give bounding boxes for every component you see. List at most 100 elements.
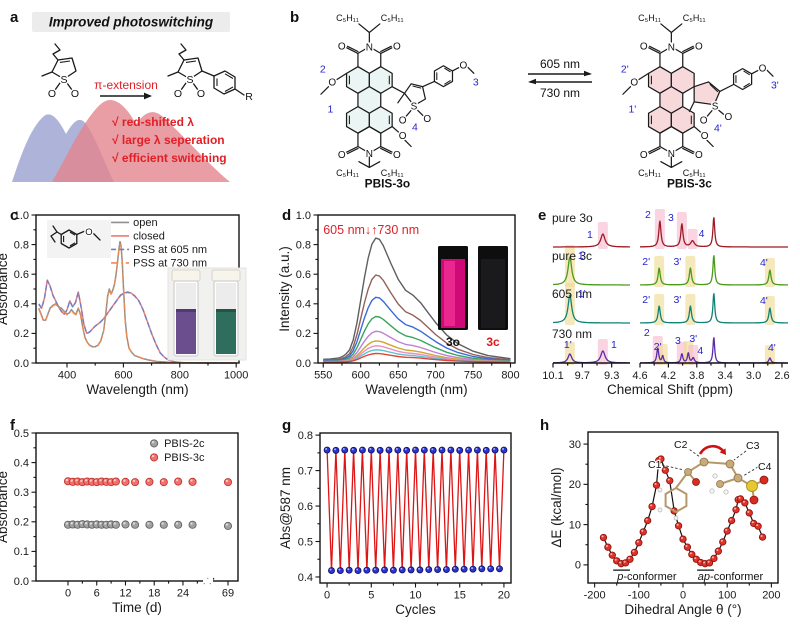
thiophene-ring <box>51 57 77 80</box>
compound-name-open: PBIS-3o <box>365 176 410 190</box>
data-point-marker <box>416 566 424 574</box>
ppm-tick-label: 4.6 <box>632 370 647 382</box>
bond <box>56 231 62 236</box>
position-4p-label: 4' <box>714 123 722 134</box>
data-point-marker <box>635 539 643 547</box>
data-point-marker <box>174 477 183 486</box>
data-point-marker <box>372 566 380 574</box>
x-tick-label: 800 <box>501 370 519 382</box>
data-point-marker <box>332 446 340 454</box>
oxygen-atom: O <box>338 150 346 161</box>
nmr-row-label: pure 3o <box>552 211 593 225</box>
oxygen-atom: O <box>197 88 205 100</box>
oxygen-atom: O <box>630 78 638 89</box>
y-tick-label: 1.0 <box>296 210 311 222</box>
ppm-tick-label: 9.7 <box>575 370 590 382</box>
c4-label: C4 <box>758 461 772 473</box>
double-bond <box>412 85 422 89</box>
position-1p-label: 1' <box>628 104 636 115</box>
data-point-marker <box>723 527 731 535</box>
oxygen-atom: O <box>393 42 401 53</box>
sulfur-atom: S <box>411 101 418 112</box>
imide-ring <box>659 125 684 154</box>
peak-highlight-yellow <box>564 283 575 325</box>
oxygen-atom <box>692 478 700 486</box>
panel-letter-a: a <box>10 9 19 26</box>
ppm-tick-label: 3.8 <box>689 370 704 382</box>
data-point-marker <box>482 446 490 454</box>
vial-liquid-purple <box>176 309 196 354</box>
vial-cap <box>211 269 241 282</box>
position-2-label: 2 <box>320 64 326 75</box>
data-point-marker <box>465 446 473 454</box>
nmr-peak-label: 2' <box>642 294 650 306</box>
data-point-marker <box>679 535 687 543</box>
x-tick-label: 600 <box>114 370 132 382</box>
x-tick-label: 400 <box>58 370 76 382</box>
molecule-atoms <box>657 457 769 521</box>
data-point-marker <box>599 533 608 542</box>
s-o-bonds <box>705 109 726 118</box>
data-point-marker <box>478 565 486 573</box>
vial-liquid-green <box>216 309 236 354</box>
oxygen-atom: O <box>640 150 648 161</box>
title-box <box>32 12 230 32</box>
check-red-shifted: √ red-shifted λ <box>112 115 194 129</box>
series-group <box>38 240 237 364</box>
y-tick-label: 0.8 <box>298 430 313 442</box>
cuvette-3o <box>438 246 468 330</box>
data-point-marker <box>745 509 753 517</box>
x-tick-label: 0 <box>680 590 686 602</box>
y-tick-label: 30 <box>569 439 581 451</box>
y-axis-label: Absorbance <box>0 253 10 325</box>
x-tick-label: 10 <box>409 590 421 602</box>
panel-letter-c: c <box>10 207 18 224</box>
data-point-marker <box>131 478 140 487</box>
nitrogen-atom: N <box>668 149 675 160</box>
nmr-peak-label: 3 <box>668 212 674 224</box>
legend: PBIS-2c PBIS-3c <box>150 438 205 464</box>
data-point-marker <box>121 520 130 529</box>
double-bond <box>185 60 197 63</box>
oxygen-atom: O <box>328 78 336 89</box>
thiophene-ring <box>403 83 427 107</box>
data-point-marker <box>438 446 446 454</box>
oxygen-atom: O <box>700 116 708 127</box>
series-abs-587-nm-cycling <box>326 449 505 572</box>
data-point-marker <box>604 543 612 551</box>
panel-letter-d: d <box>282 207 291 224</box>
data-point-marker <box>608 551 616 559</box>
nitrogen-atom: N <box>668 43 675 54</box>
peak-highlight-yellow <box>764 345 775 365</box>
panel-a-title: Improved photoswitching <box>49 15 214 30</box>
position-1-label: 1 <box>327 104 333 115</box>
methoxy-bonds <box>391 125 412 148</box>
s-o-bonds <box>180 82 199 91</box>
alkyl-label: C₅H₁₁ <box>381 13 404 23</box>
oxygen-atom: O <box>85 227 92 238</box>
data-point-marker <box>736 495 745 503</box>
nmr-row-label: 605 nm <box>552 287 592 301</box>
methoxy-bonds <box>76 230 101 241</box>
nmr-peak-label: 3 <box>675 335 681 347</box>
pi-extension-label: π-extension <box>94 78 158 92</box>
reverse-wavelength: 730 nm <box>540 86 580 100</box>
x-tick-label: 0 <box>324 590 330 602</box>
aryl-bond <box>421 80 436 88</box>
oxygen-atom: O <box>338 42 346 53</box>
oxygen-atom: O <box>393 150 401 161</box>
y-tick-label: 0.4 <box>14 457 29 469</box>
data-point-marker <box>407 566 415 574</box>
nmr-peak-label: 4' <box>768 342 776 354</box>
methyl-bond <box>167 71 179 77</box>
oxygen-atom: O <box>71 88 79 100</box>
nmr-row-pure-3c: pure 3c1' 2' 3' 4' <box>552 249 789 286</box>
series-group <box>323 237 511 363</box>
data-point-marker <box>350 446 358 454</box>
data-point-marker <box>456 446 464 454</box>
x-tick-label: 100 <box>718 590 736 602</box>
data-point-marker <box>223 521 233 530</box>
data-point-marker <box>381 566 389 574</box>
y-tick-label: 0.5 <box>298 536 313 548</box>
nmr-trace <box>639 217 789 248</box>
